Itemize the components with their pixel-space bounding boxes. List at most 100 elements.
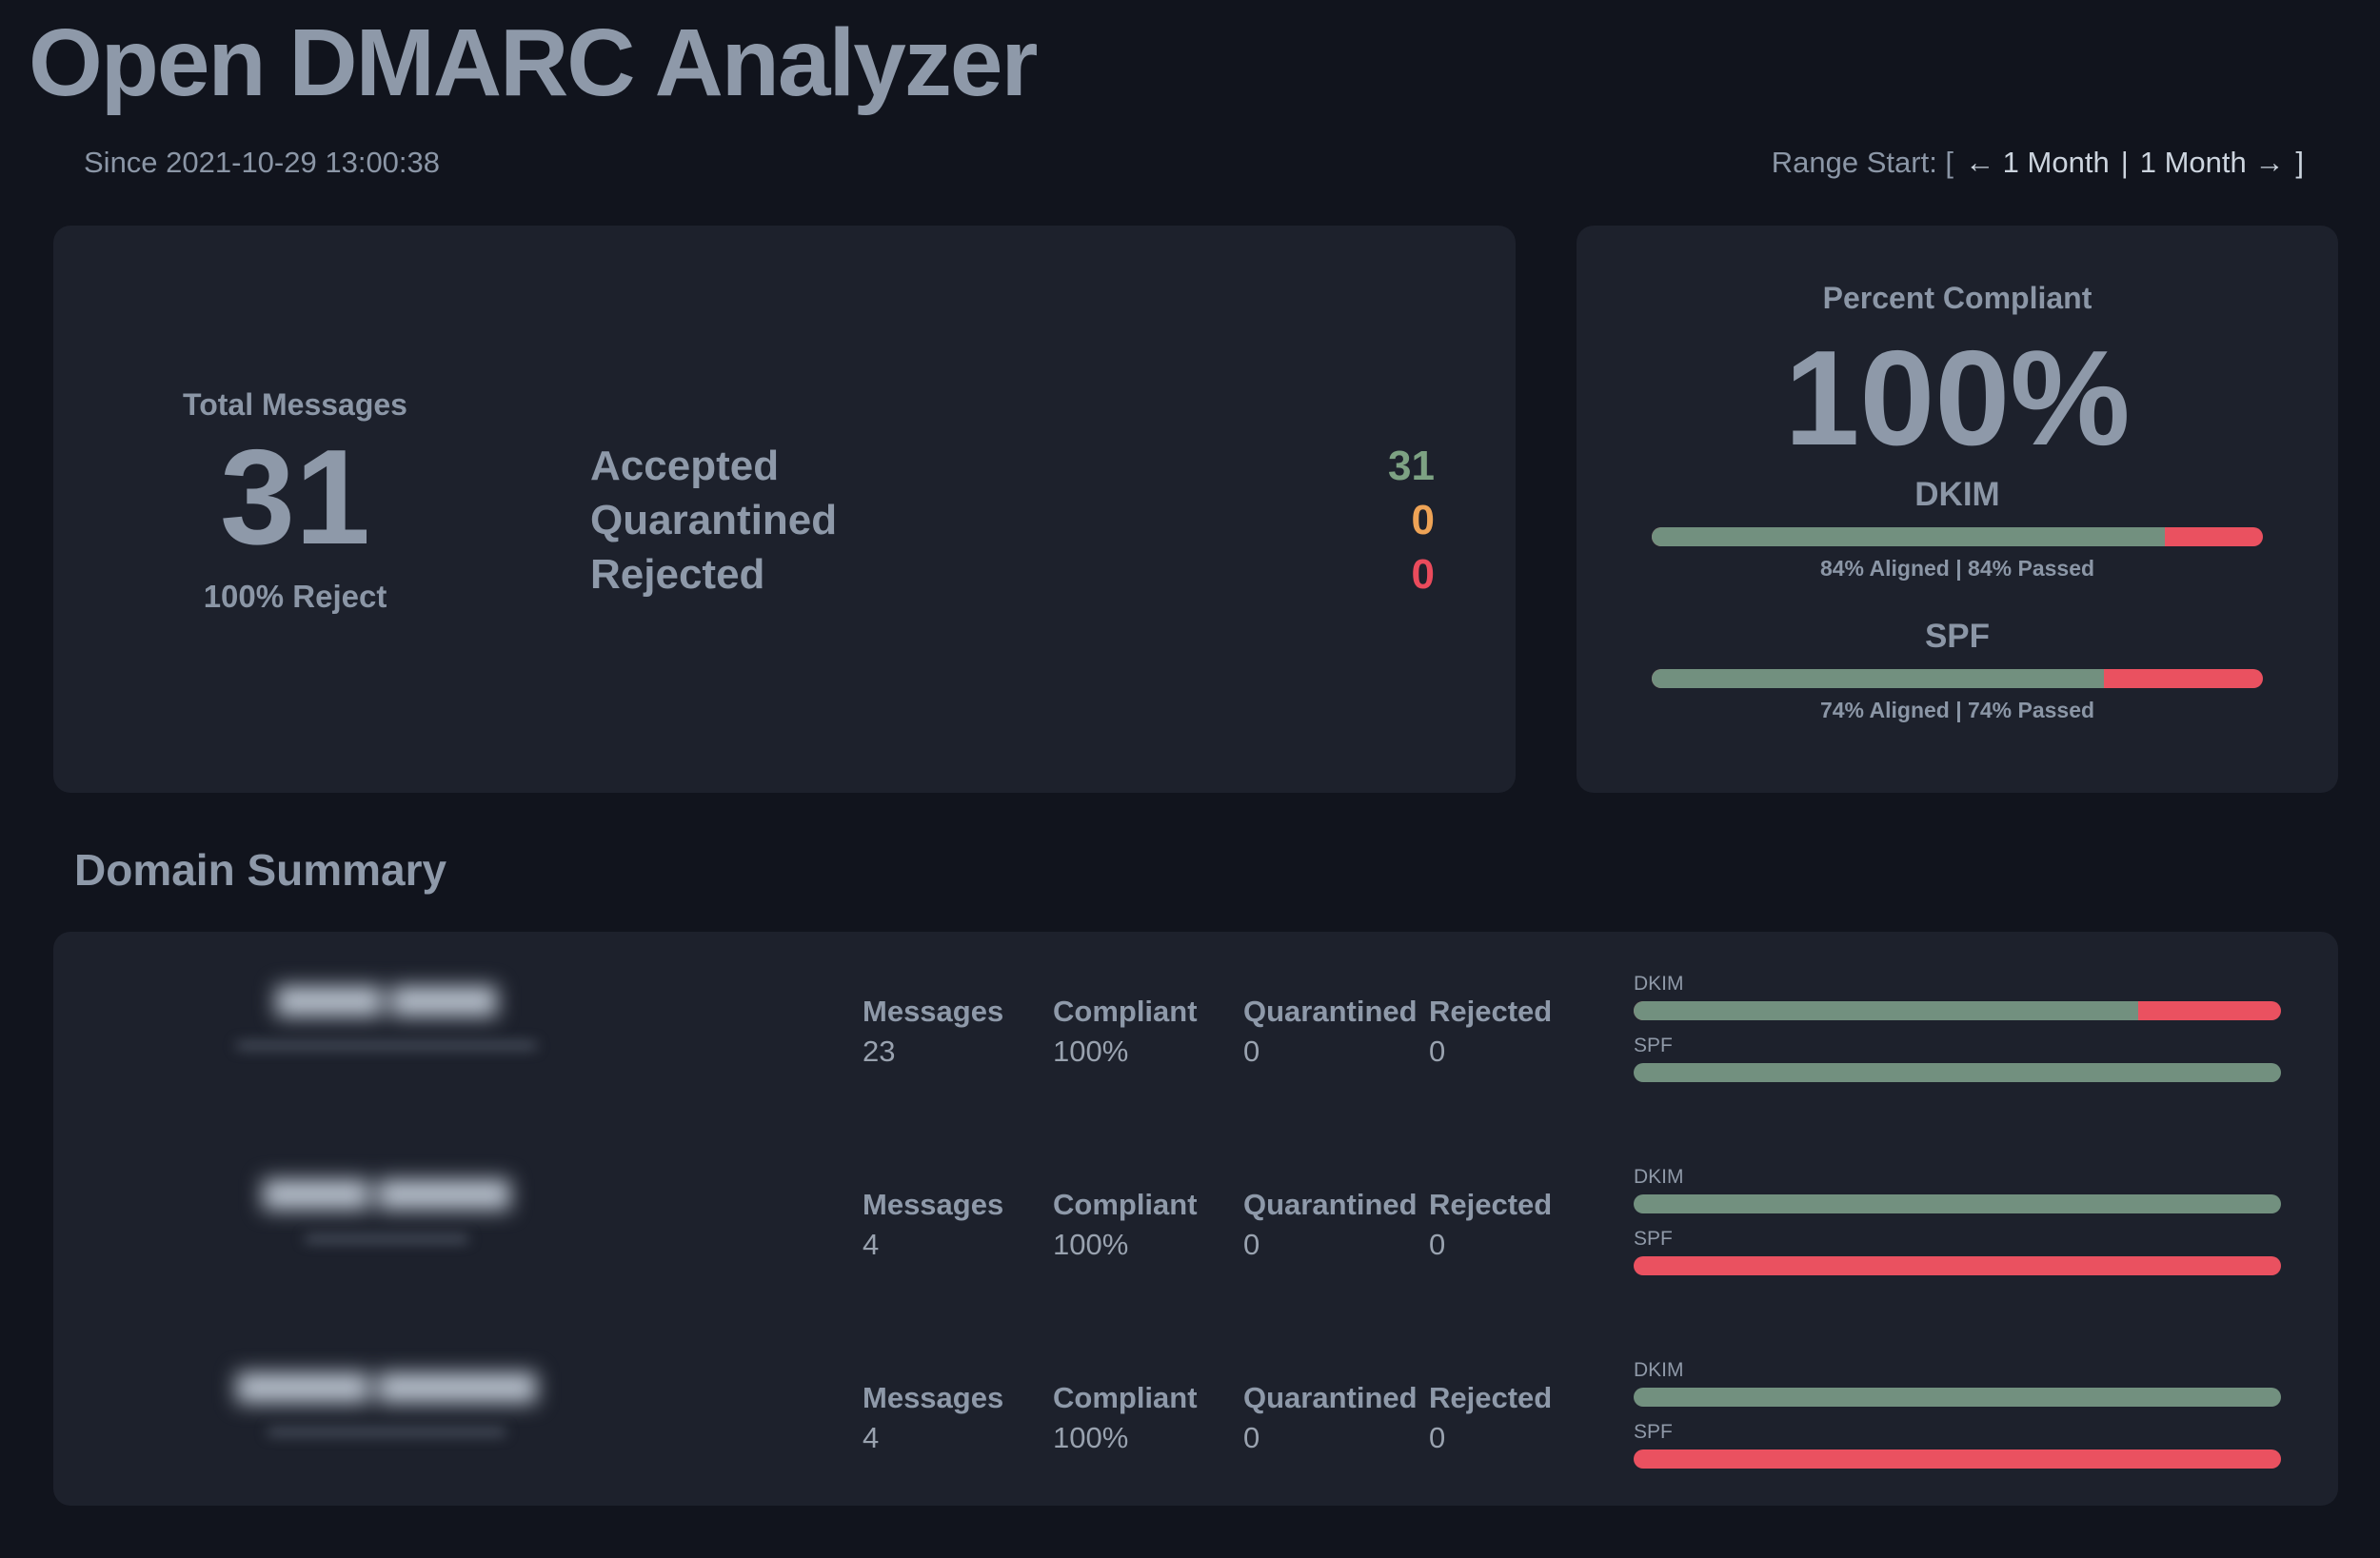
domain-stat-value: 0 bbox=[1429, 1227, 1446, 1261]
domain-stat-label: Rejected bbox=[1429, 995, 1553, 1028]
meter-caption: 74% Aligned | 74% Passed bbox=[1819, 698, 2095, 722]
range-next-month-link[interactable]: 1 Month → bbox=[2139, 146, 2285, 179]
disposition-stat-value: 0 bbox=[1411, 551, 1435, 598]
compliance-meter: SPF 74% Aligned | 74% Passed bbox=[1577, 618, 2338, 723]
total-messages-value: 31 bbox=[220, 422, 370, 573]
spf-bar-label: SPF bbox=[1634, 1035, 1673, 1056]
range-start-control: Range Start: [ ← 1 Month | 1 Month → ] bbox=[1772, 146, 2304, 180]
domain-stat-label: Quarantined bbox=[1243, 995, 1418, 1028]
domain-row: ▆▆▆▆ ▆▆▆▆▆ ▂▂▂▂▂▂▂▂▂▂▂▂▂ Messages 4 Comp… bbox=[110, 1163, 2281, 1275]
disposition-stat-label: Rejected bbox=[590, 551, 765, 598]
spf-bar-label: SPF bbox=[1634, 1228, 1673, 1250]
domain-stat-compliant: Compliant 100% bbox=[1053, 970, 1243, 1082]
domain-identity: ▆▆▆▆ ▆▆▆▆ ▂▂▂▂▂▂▂▂▂▂▂▂▂▂▂▂▂▂▂▂▂▂▂▂ bbox=[110, 970, 863, 1082]
disposition-stat-row: Accepted 31 bbox=[590, 439, 1435, 493]
domain-name-redacted: ▆▆▆▆ ▆▆▆▆ bbox=[276, 976, 497, 1016]
domain-stat-value: 0 bbox=[1429, 1034, 1446, 1068]
range-prev-month-link[interactable]: ← 1 Month bbox=[1965, 146, 2110, 179]
domain-stat-label: Messages bbox=[863, 1381, 1004, 1414]
domain-stat-messages: Messages 23 bbox=[863, 970, 1053, 1082]
domain-stat-label: Quarantined bbox=[1243, 1188, 1418, 1221]
dkim-bar-fill bbox=[1634, 1001, 2139, 1020]
domain-stat-value: 100% bbox=[1053, 1034, 1129, 1068]
page-title: Open DMARC Analyzer bbox=[29, 10, 1038, 116]
domain-stat-value: 23 bbox=[863, 1034, 896, 1068]
domain-identity: ▆▆▆▆▆ ▆▆▆▆▆▆ ▂▂▂▂▂▂▂▂▂▂▂▂▂▂▂▂▂▂▂ bbox=[110, 1356, 863, 1469]
domain-stat-label: Compliant bbox=[1053, 1188, 1198, 1221]
disposition-stat-value: 31 bbox=[1388, 443, 1435, 489]
domain-subtext-redacted: ▂▂▂▂▂▂▂▂▂▂▂▂▂▂▂▂▂▂▂▂▂▂▂▂ bbox=[237, 1030, 536, 1049]
disposition-stat-row: Rejected 0 bbox=[590, 547, 1435, 602]
reject-percent-label: 100% Reject bbox=[203, 579, 387, 614]
meter-bar-fill bbox=[1652, 527, 2166, 546]
domain-stat-label: Rejected bbox=[1429, 1381, 1553, 1414]
domain-stat-rejected: Rejected 0 bbox=[1429, 970, 1634, 1082]
domain-stat-compliant: Compliant 100% bbox=[1053, 1356, 1243, 1469]
range-separator: | bbox=[2120, 146, 2129, 179]
domain-summary-title: Domain Summary bbox=[74, 845, 447, 895]
domain-stat-label: Quarantined bbox=[1243, 1381, 1418, 1414]
domain-stat-label: Messages bbox=[863, 995, 1004, 1028]
dkim-bar-fill bbox=[1634, 1194, 2281, 1213]
subheader: Since 2021-10-29 13:00:38 Range Start: [… bbox=[84, 146, 2304, 180]
domain-stat-messages: Messages 4 bbox=[863, 1163, 1053, 1275]
dkim-bar-fill bbox=[1634, 1388, 2281, 1407]
disposition-stats: Accepted 31 Quarantined 0 Rejected 0 bbox=[590, 387, 1435, 793]
domain-name-redacted: ▆▆▆▆▆ ▆▆▆▆▆▆ bbox=[236, 1363, 537, 1402]
spf-bar bbox=[1634, 1063, 2281, 1082]
domain-stat-label: Compliant bbox=[1053, 995, 1198, 1028]
spf-bar bbox=[1634, 1256, 2281, 1275]
domain-stat-label: Messages bbox=[863, 1188, 1004, 1221]
domain-stat-value: 4 bbox=[863, 1227, 880, 1261]
meter-label: DKIM bbox=[1914, 476, 2000, 513]
domain-stat-value: 0 bbox=[1429, 1420, 1446, 1454]
domain-stat-value: 4 bbox=[863, 1420, 880, 1454]
dkim-bar bbox=[1634, 1194, 2281, 1213]
meter-bar bbox=[1652, 527, 2263, 546]
domain-stat-rejected: Rejected 0 bbox=[1429, 1163, 1634, 1275]
disposition-stat-label: Accepted bbox=[590, 443, 780, 489]
compliance-meter: DKIM 84% Aligned | 84% Passed bbox=[1577, 476, 2338, 582]
meter-label: SPF bbox=[1924, 618, 1991, 655]
domain-stat-value: 0 bbox=[1243, 1420, 1260, 1454]
domain-stat-messages: Messages 4 bbox=[863, 1356, 1053, 1469]
spf-bar-fill bbox=[1634, 1063, 2281, 1082]
disposition-stat-row: Quarantined 0 bbox=[590, 493, 1435, 547]
domain-row: ▆▆▆▆ ▆▆▆▆ ▂▂▂▂▂▂▂▂▂▂▂▂▂▂▂▂▂▂▂▂▂▂▂▂ Messa… bbox=[110, 970, 2281, 1082]
domain-auth-bars: DKIM SPF bbox=[1634, 1356, 2281, 1469]
disposition-stat-value: 0 bbox=[1411, 497, 1435, 543]
total-messages-block: Total Messages 31 100% Reject bbox=[114, 387, 476, 793]
spf-bar-label: SPF bbox=[1634, 1421, 1673, 1443]
range-start-suffix: ] bbox=[2295, 146, 2304, 179]
domain-stat-value: 0 bbox=[1243, 1034, 1260, 1068]
domain-stat-quarantined: Quarantined 0 bbox=[1243, 970, 1429, 1082]
domain-auth-bars: DKIM SPF bbox=[1634, 970, 2281, 1082]
domain-identity: ▆▆▆▆ ▆▆▆▆▆ ▂▂▂▂▂▂▂▂▂▂▂▂▂ bbox=[110, 1163, 863, 1275]
domain-stat-quarantined: Quarantined 0 bbox=[1243, 1356, 1429, 1469]
domain-stat-label: Rejected bbox=[1429, 1188, 1553, 1221]
meter-bar-fill bbox=[1652, 669, 2105, 688]
domain-row: ▆▆▆▆▆ ▆▆▆▆▆▆ ▂▂▂▂▂▂▂▂▂▂▂▂▂▂▂▂▂▂▂ Message… bbox=[110, 1356, 2281, 1469]
overview-card: Total Messages 31 100% Reject Accepted 3… bbox=[53, 226, 1516, 793]
meter-bar bbox=[1652, 669, 2263, 688]
dkim-bar-label: DKIM bbox=[1634, 1359, 1684, 1381]
domain-summary-card: ▆▆▆▆ ▆▆▆▆ ▂▂▂▂▂▂▂▂▂▂▂▂▂▂▂▂▂▂▂▂▂▂▂▂ Messa… bbox=[53, 932, 2338, 1506]
since-label: Since 2021-10-29 13:00:38 bbox=[84, 146, 441, 179]
dkim-bar-label: DKIM bbox=[1634, 973, 1684, 995]
total-messages-label: Total Messages bbox=[183, 387, 407, 422]
top-cards: Total Messages 31 100% Reject Accepted 3… bbox=[53, 226, 2338, 793]
domain-name-redacted: ▆▆▆▆ ▆▆▆▆▆ bbox=[263, 1170, 510, 1209]
dkim-bar-label: DKIM bbox=[1634, 1166, 1684, 1188]
domain-auth-bars: DKIM SPF bbox=[1634, 1163, 2281, 1275]
domain-stat-label: Compliant bbox=[1053, 1381, 1198, 1414]
dkim-bar bbox=[1634, 1388, 2281, 1407]
meter-caption: 84% Aligned | 84% Passed bbox=[1819, 556, 2095, 581]
page: { "header": { "title": "Open DMARC Analy… bbox=[0, 13, 2380, 1558]
range-start-prefix: Range Start: [ bbox=[1771, 146, 1954, 179]
domain-subtext-redacted: ▂▂▂▂▂▂▂▂▂▂▂▂▂ bbox=[306, 1223, 467, 1242]
domain-stat-value: 100% bbox=[1053, 1227, 1129, 1261]
domain-stat-rejected: Rejected 0 bbox=[1429, 1356, 1634, 1469]
spf-bar bbox=[1634, 1450, 2281, 1469]
compliance-meters: DKIM 84% Aligned | 84% Passed SPF 74% Al… bbox=[1577, 476, 2338, 723]
domain-stat-quarantined: Quarantined 0 bbox=[1243, 1163, 1429, 1275]
